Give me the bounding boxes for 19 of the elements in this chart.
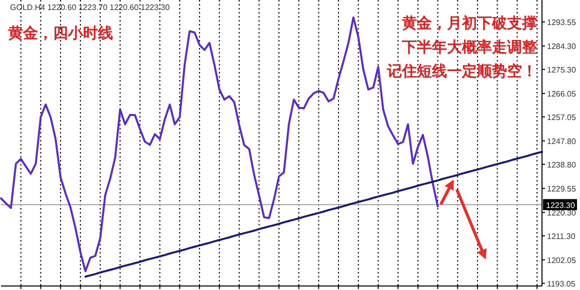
y-tick-label: 1284.30 bbox=[547, 42, 576, 52]
y-tick-label: 1193.05 bbox=[547, 279, 576, 288]
text: 黄金，四小时线 bbox=[7, 25, 113, 42]
y-tick-label: 1275.30 bbox=[547, 65, 576, 74]
y-tick-label: 1229.55 bbox=[547, 184, 576, 194]
y-tick-label: 1238.80 bbox=[547, 160, 576, 170]
annotation: 黄金，月初下破支撑 bbox=[401, 14, 537, 32]
y-tick-label: 1247.80 bbox=[547, 136, 576, 146]
annotation: GOLD.H4 1220.60 1223.70 1220.60 1223.30 bbox=[10, 3, 170, 12]
y-tick-label: 1202.05 bbox=[547, 256, 576, 265]
line-series bbox=[84, 150, 543, 278]
y-tick-label: 1266.05 bbox=[547, 89, 576, 98]
y-tick-label: 1257.05 bbox=[547, 112, 576, 122]
annotation: 记住短线一定顺势空！ bbox=[386, 62, 537, 80]
y-tick-label: 1220.30 bbox=[547, 208, 576, 218]
y-tick-label: 1211.30 bbox=[547, 232, 576, 241]
y-tick-label: 1293.55 bbox=[547, 18, 576, 27]
ref-line-label: 1223.30 bbox=[546, 201, 576, 210]
annotation: 下半年大概率走调整 bbox=[401, 38, 537, 56]
